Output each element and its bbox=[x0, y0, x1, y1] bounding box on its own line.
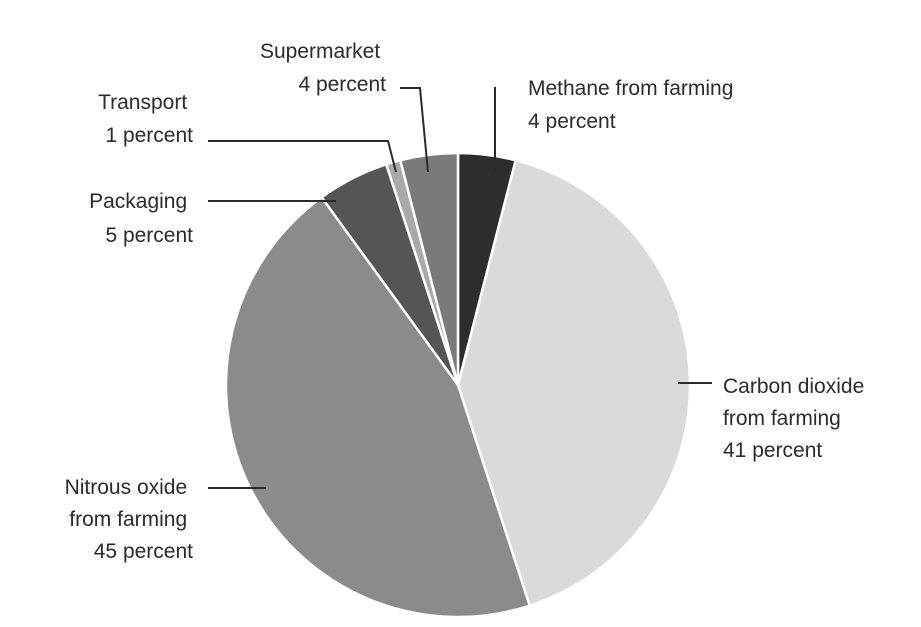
slice-nitrous-oxide bbox=[224, 195, 532, 619]
slice-carbon-dioxide bbox=[456, 158, 692, 608]
label-supermarket: Supermarket 4 percent bbox=[260, 40, 386, 96]
slice-supermarket bbox=[398, 151, 460, 386]
leader-transport bbox=[208, 140, 397, 173]
label-packaging: Packaging 5 percent bbox=[89, 190, 193, 247]
label-methane: Methane from farming 4 percent bbox=[528, 77, 739, 133]
leader-lines bbox=[208, 87, 712, 489]
pie-slices bbox=[224, 151, 692, 619]
label-nitrous-oxide: Nitrous oxide from farming 45 percent bbox=[65, 476, 194, 563]
leader-supermarket bbox=[400, 87, 429, 173]
label-transport: Transport 1 percent bbox=[98, 91, 193, 147]
label-carbon-dioxide: Carbon dioxide from farming 41 percent bbox=[723, 375, 870, 462]
